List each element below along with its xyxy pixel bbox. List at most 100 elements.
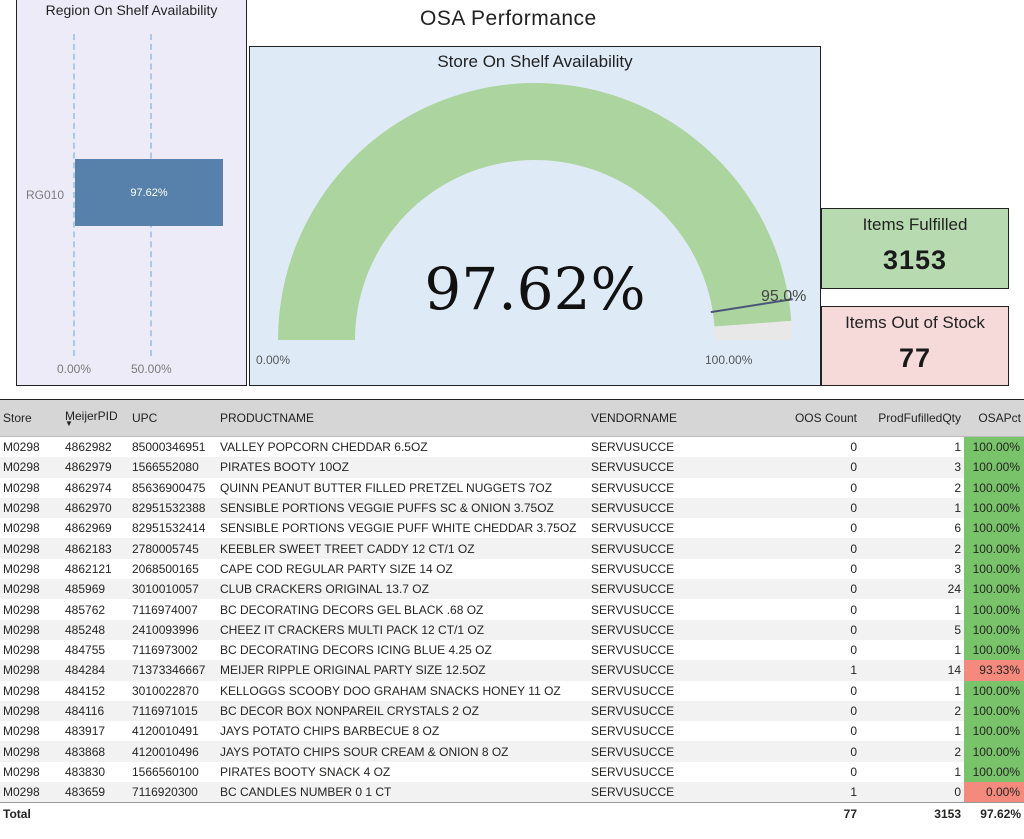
cell-osapct: 100.00% bbox=[964, 518, 1024, 539]
cell-upc: 3010010057 bbox=[129, 579, 217, 600]
cell-vendorname: SERVUSUCCE bbox=[588, 518, 748, 539]
cell-oos-count: 0 bbox=[748, 436, 860, 458]
cell-productname: MEIJER RIPPLE ORIGINAL PARTY SIZE 12.5OZ bbox=[217, 660, 588, 681]
cell-meijerpid: 484116 bbox=[62, 700, 129, 722]
items-fulfilled-value: 3153 bbox=[882, 245, 948, 275]
cell-productname: SENSIBLE PORTIONS VEGGIE PUFF WHITE CHED… bbox=[217, 518, 588, 539]
region-bar-rg010[interactable]: 97.62% bbox=[75, 159, 223, 226]
column-header-store[interactable]: Store bbox=[0, 400, 62, 437]
cell-osapct: 100.00% bbox=[964, 599, 1024, 620]
cell-fulfilled-qty: 2 bbox=[860, 741, 964, 762]
cell-upc: 7116973002 bbox=[129, 639, 217, 661]
column-header-osapct[interactable]: OSAPct bbox=[964, 400, 1024, 437]
cell-store: M0298 bbox=[0, 782, 62, 803]
table-row[interactable]: M0298 483917 4120010491 JAYS POTATO CHIPS B… bbox=[0, 721, 1024, 742]
cell-productname: CHEEZ IT CRACKERS MULTI PACK 12 CT/1 OZ bbox=[217, 619, 588, 640]
table-row[interactable]: M0298 4862982 85000346951 VALLEY POPCORN CH… bbox=[0, 436, 1024, 458]
cell-oos-count: 0 bbox=[748, 579, 860, 600]
cell-meijerpid: 4862979 bbox=[62, 457, 129, 478]
column-header-prodfulfilledqty[interactable]: ProdFufilledQty bbox=[860, 400, 964, 437]
table-row[interactable]: M0298 484116 7116971015 BC DECOR BOX NONPAR… bbox=[0, 700, 1024, 722]
cell-oos-count: 0 bbox=[748, 558, 860, 580]
cell-productname: JAYS POTATO CHIPS BARBECUE 8 OZ bbox=[217, 721, 588, 742]
cell-vendorname: SERVUSUCCE bbox=[588, 761, 748, 783]
region-chart-title: Region On Shelf Availability bbox=[45, 2, 218, 18]
cell-store: M0298 bbox=[0, 579, 62, 600]
region-osa-chart: Region On Shelf Availability 97.62% RG01… bbox=[16, 0, 247, 386]
table-row[interactable]: M0298 483830 1566560100 PIRATES BOOTY SNACK… bbox=[0, 761, 1024, 783]
gauge-fill[interactable] bbox=[278, 82, 792, 340]
cell-vendorname: SERVUSUCCE bbox=[588, 639, 748, 661]
cell-fulfilled-qty: 5 bbox=[860, 619, 964, 640]
cell-store: M0298 bbox=[0, 761, 62, 783]
cell-upc: 1566560100 bbox=[129, 761, 217, 783]
items-out-of-stock-card: Items Out of Stock 77 bbox=[821, 306, 1009, 386]
table-row[interactable]: M0298 4862969 82951532414 SENSIBLE PORTIONS… bbox=[0, 518, 1024, 539]
cell-osapct: 100.00% bbox=[964, 639, 1024, 661]
column-header-upc[interactable]: UPC bbox=[129, 400, 217, 437]
cell-productname: SENSIBLE PORTIONS VEGGIE PUFFS SC & ONIO… bbox=[217, 497, 588, 519]
table-row[interactable]: M0298 4862974 85636900475 QUINN PEANUT BUTT… bbox=[0, 477, 1024, 498]
table-row[interactable]: M0298 4862121 2068500165 CAPE COD REGULAR P… bbox=[0, 558, 1024, 580]
region-category-label: RG010 bbox=[26, 188, 65, 202]
gauge-value: 97.62% bbox=[424, 255, 646, 323]
table-row[interactable]: M0298 4862183 2780005745 KEEBLER SWEET TREE… bbox=[0, 538, 1024, 559]
cell-vendorname: SERVUSUCCE bbox=[588, 680, 748, 701]
cell-meijerpid: 484152 bbox=[62, 680, 129, 701]
cell-upc: 3010022870 bbox=[129, 680, 217, 701]
cell-osapct: 100.00% bbox=[964, 721, 1024, 742]
table-row[interactable]: M0298 483659 7116920300 BC CANDLES NUMBER 0… bbox=[0, 782, 1024, 803]
table-row[interactable]: M0298 485248 2410093996 CHEEZ IT CRACKERS M… bbox=[0, 619, 1024, 640]
column-header-vendorname[interactable]: VENDORNAME bbox=[588, 400, 748, 437]
x-tick-label: 50.00% bbox=[131, 362, 172, 376]
cell-osapct: 100.00% bbox=[964, 761, 1024, 783]
cell-osapct: 100.00% bbox=[964, 619, 1024, 640]
cell-store: M0298 bbox=[0, 497, 62, 519]
cell-fulfilled-qty: 3 bbox=[860, 558, 964, 580]
cell-upc: 4120010491 bbox=[129, 721, 217, 742]
cell-meijerpid: 4862121 bbox=[62, 558, 129, 580]
cell-vendorname: SERVUSUCCE bbox=[588, 477, 748, 498]
cell-oos-count: 0 bbox=[748, 599, 860, 620]
cell-fulfilled-qty: 1 bbox=[860, 436, 964, 458]
table-row[interactable]: M0298 484284 71373346667 MEIJER RIPPLE ORIG… bbox=[0, 660, 1024, 681]
cell-oos-count: 0 bbox=[748, 538, 860, 559]
table-header-row: Store MeijerPID ▼ UPC PRODUCTNAME VENDOR… bbox=[0, 400, 1024, 437]
cell-vendorname: SERVUSUCCE bbox=[588, 558, 748, 580]
cell-upc: 2410093996 bbox=[129, 619, 217, 640]
cell-productname: KEEBLER SWEET TREET CADDY 12 CT/1 OZ bbox=[217, 538, 588, 559]
cell-store: M0298 bbox=[0, 700, 62, 722]
cell-productname: KELLOGGS SCOOBY DOO GRAHAM SNACKS HONEY … bbox=[217, 680, 588, 701]
cell-productname: JAYS POTATO CHIPS SOUR CREAM & ONION 8 O… bbox=[217, 741, 588, 762]
column-header-productname[interactable]: PRODUCTNAME bbox=[217, 400, 588, 437]
cell-fulfilled-qty: 1 bbox=[860, 721, 964, 742]
table-row[interactable]: M0298 4862970 82951532388 SENSIBLE PORTIONS… bbox=[0, 497, 1024, 519]
table-row[interactable]: M0298 484755 7116973002 BC DECORATING DECOR… bbox=[0, 639, 1024, 661]
column-header-oos-count[interactable]: OOS Count bbox=[748, 400, 860, 437]
cell-fulfilled-qty: 1 bbox=[860, 497, 964, 519]
cell-productname: QUINN PEANUT BUTTER FILLED PRETZEL NUGGE… bbox=[217, 477, 588, 498]
table-row[interactable]: M0298 4862979 1566552080 PIRATES BOOTY 10OZ… bbox=[0, 457, 1024, 478]
items-fulfilled-card: Items Fulfilled 3153 bbox=[821, 208, 1009, 289]
cell-meijerpid: 4862970 bbox=[62, 497, 129, 519]
cell-vendorname: SERVUSUCCE bbox=[588, 436, 748, 458]
table-row[interactable]: M0298 483868 4120010496 JAYS POTATO CHIPS S… bbox=[0, 741, 1024, 762]
cell-vendorname: SERVUSUCCE bbox=[588, 599, 748, 620]
table-row[interactable]: M0298 485969 3010010057 CLUB CRACKERS ORIGI… bbox=[0, 579, 1024, 600]
cell-upc: 82951532388 bbox=[129, 497, 217, 519]
cell-osapct: 100.00% bbox=[964, 457, 1024, 478]
total-fulfilled-qty: 3153 bbox=[860, 802, 964, 826]
cell-oos-count: 1 bbox=[748, 782, 860, 803]
column-header-meijerpid-label: MeijerPID bbox=[65, 409, 118, 423]
cell-upc: 7116971015 bbox=[129, 700, 217, 722]
gauge-target-line bbox=[710, 298, 793, 314]
osa-detail-table[interactable]: Store MeijerPID ▼ UPC PRODUCTNAME VENDOR… bbox=[0, 399, 1024, 839]
cell-meijerpid: 483868 bbox=[62, 741, 129, 762]
cell-fulfilled-qty: 2 bbox=[860, 477, 964, 498]
cell-osapct: 93.33% bbox=[964, 660, 1024, 681]
column-header-meijerpid[interactable]: MeijerPID ▼ bbox=[62, 400, 129, 437]
cell-oos-count: 0 bbox=[748, 700, 860, 722]
cell-productname: CAPE COD REGULAR PARTY SIZE 14 OZ bbox=[217, 558, 588, 580]
table-row[interactable]: M0298 485762 7116974007 BC DECORATING DECOR… bbox=[0, 599, 1024, 620]
table-row[interactable]: M0298 484152 3010022870 KELLOGGS SCOOBY DOO… bbox=[0, 680, 1024, 701]
